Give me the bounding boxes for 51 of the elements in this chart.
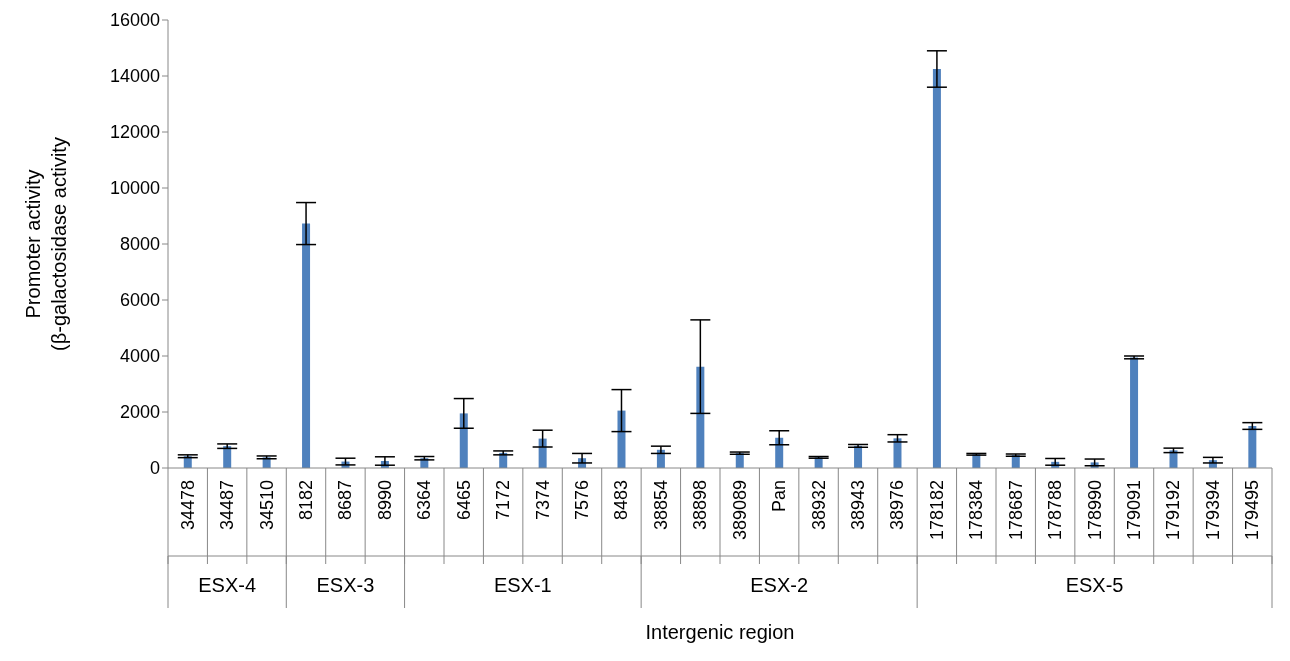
y-tick-label: 10000	[109, 178, 160, 199]
bar	[1130, 357, 1139, 468]
bar	[696, 366, 705, 468]
x-tick-label: 7172	[493, 480, 514, 521]
text: ESX-3	[316, 574, 375, 596]
text: ESX-1	[493, 574, 552, 596]
x-tick-label: 179394	[1202, 480, 1223, 541]
x-tick-label: 8687	[335, 480, 356, 521]
y-tick-label: 4000	[119, 346, 160, 367]
y-tick-label: 2000	[119, 402, 160, 423]
x-tick-label: 34478	[177, 480, 198, 531]
x-tick-label: 7576	[572, 480, 592, 521]
y-tick-label: 0	[149, 458, 160, 479]
x-tick-label: Pan	[769, 480, 790, 513]
bar	[302, 223, 311, 468]
x-tick-label: 38976	[887, 480, 908, 531]
x-tick-label: 7374	[532, 480, 553, 521]
x-tick-label: 34510	[256, 480, 277, 531]
bar	[893, 438, 902, 468]
x-tick-label: 179192	[1163, 480, 1184, 541]
x-tick-label: 34487	[217, 480, 238, 531]
x-tick-label: 6465	[453, 480, 474, 521]
x-tick-label: 178182	[926, 480, 947, 541]
bar	[1248, 426, 1257, 468]
y-tick-label: 8000	[119, 234, 160, 255]
x-tick-label: 8182	[296, 480, 316, 521]
text: ESX-4	[198, 574, 257, 596]
x-tick-label: 8990	[374, 480, 395, 521]
x-tick-label: 178687	[1005, 480, 1026, 541]
y-tick-label: 16000	[109, 10, 160, 31]
text: ESX-2	[750, 574, 809, 596]
text: ESX-5	[1065, 574, 1124, 596]
x-axis-title: Intergenic region	[645, 621, 795, 643]
y-tick-label: 14000	[109, 66, 160, 87]
x-tick-label: 38943	[848, 480, 868, 531]
x-tick-label: 6364	[414, 480, 435, 521]
x-tick-label: 179091	[1124, 480, 1144, 541]
x-tick-label: 38898	[690, 480, 711, 531]
x-tick-label: 38932	[808, 480, 829, 531]
x-tick-label: 38854	[650, 480, 671, 531]
y-axis-title: Promoter activity (β-galactosidase activity	[22, 137, 70, 351]
bar	[617, 410, 626, 468]
y-tick-label: 12000	[109, 122, 160, 143]
y-tick-label: 6000	[119, 290, 160, 311]
x-tick-label: 178384	[966, 480, 987, 541]
x-tick-label: 389089	[729, 480, 750, 541]
x-tick-label: 178788	[1045, 480, 1066, 541]
x-tick-label: 8483	[611, 480, 632, 521]
x-tick-label: 178990	[1084, 480, 1105, 541]
bar	[932, 69, 941, 468]
x-tick-label: 179495	[1242, 480, 1263, 541]
